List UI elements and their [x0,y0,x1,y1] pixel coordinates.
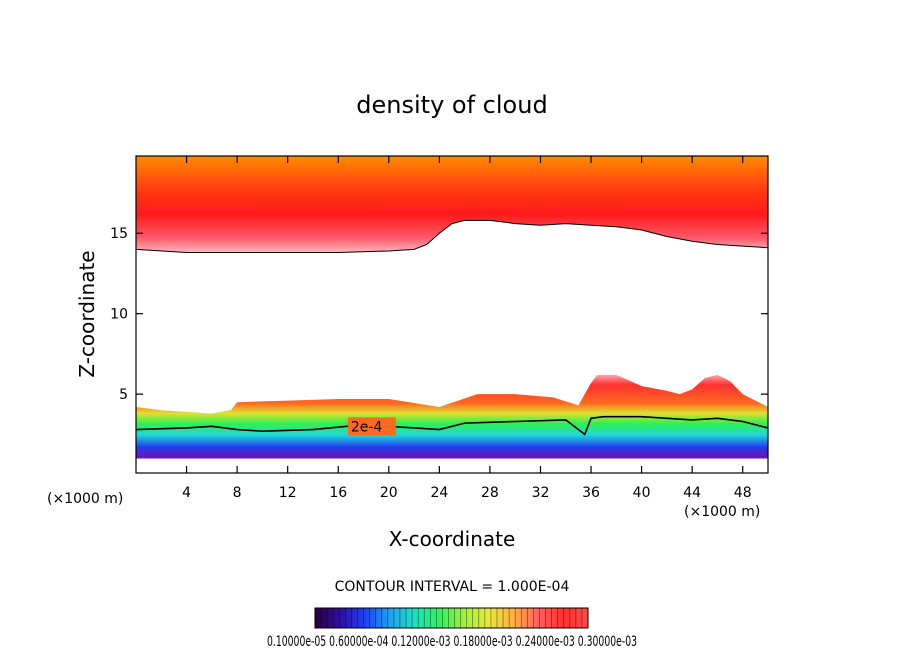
x-tick-label: 40 [633,485,651,501]
y-tick-label: 5 [119,387,128,403]
contour-label: 2e-4 [351,419,383,435]
x-unit-right: (×1000 m) [684,504,760,520]
x-tick-label: 20 [380,485,398,501]
contour-label-background [347,417,396,436]
x-tick-label: 28 [481,485,499,501]
x-tick-label: 32 [532,485,550,501]
x-tick-label: 8 [233,485,242,501]
x-tick-label: 4 [182,485,191,501]
lower-cloud-layer [136,374,768,459]
upper-cloud-contour [136,219,768,254]
x-tick-label: 36 [582,485,600,501]
x-axis-ticks: 4 8 12 16 20 24 28 32 36 40 44 48 [182,156,752,501]
plot-frame [135,155,769,474]
y-axis-label: Z-coordinate [75,250,99,377]
y-tick-label: 15 [110,226,128,242]
colorbar-bar [314,607,589,629]
x-tick-label: 24 [430,485,448,501]
x-tick-label: 44 [683,485,701,501]
x-unit-left: (×1000 m) [47,491,123,507]
x-tick-label: 12 [279,485,297,501]
contour-line-2e-4 [136,415,768,436]
x-tick-label: 48 [734,485,752,501]
x-tick-label: 16 [329,485,347,501]
x-axis-label: X-coordinate [389,527,516,551]
colorbar-ticks [320,608,583,628]
plot-area: 2e-4 [136,156,768,459]
y-tick-label: 10 [110,307,128,323]
upper-cloud-layer [136,156,768,253]
colorbar [314,607,589,629]
contour-interval: CONTOUR INTERVAL = 1.000E-04 [335,579,570,595]
colorbar-labels: 0.10000e-05 0.60000e-04 0.12000e-03 0.18… [267,634,637,650]
y-axis-ticks: 5 10 15 [110,226,768,403]
chart-title: density of cloud [356,91,547,119]
